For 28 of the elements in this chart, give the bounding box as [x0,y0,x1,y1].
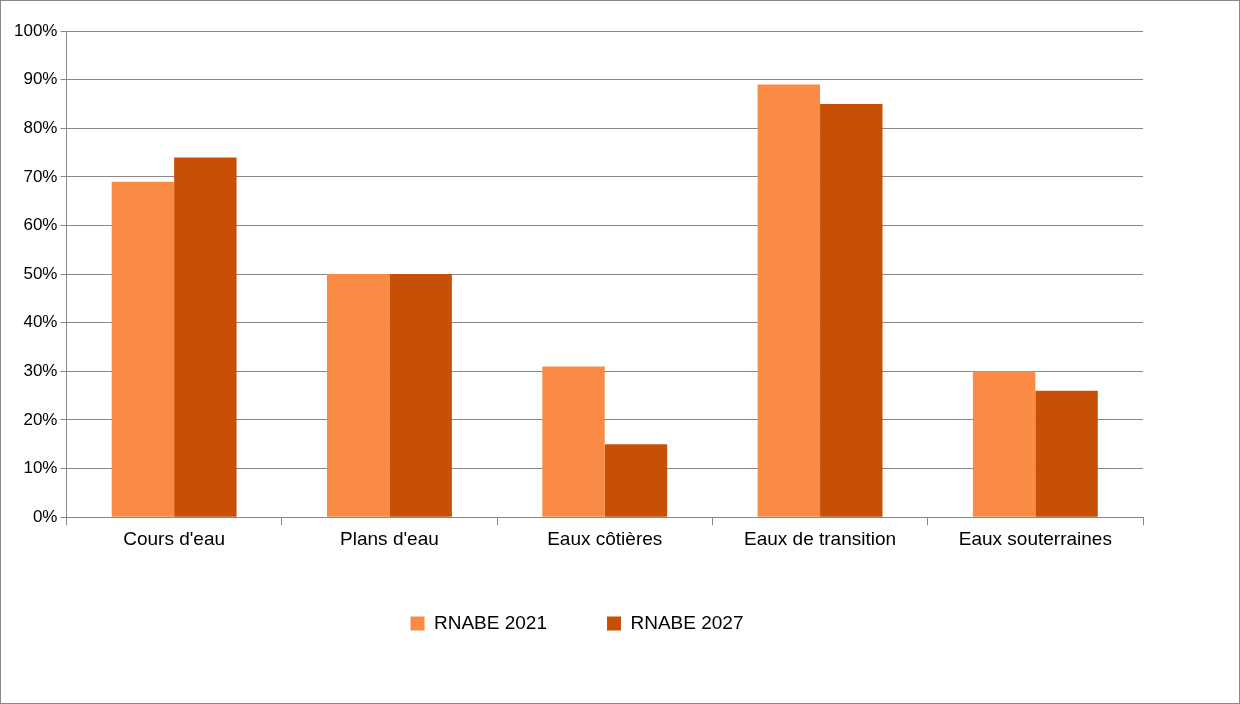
y-tick-label: 30% [23,361,58,381]
x-tick-label: Cours d'eau [123,527,226,549]
bar [389,274,452,517]
y-tick-label: 20% [23,409,58,429]
bar [327,274,390,517]
bar [1035,390,1098,517]
bar [604,444,668,517]
bar [820,103,883,517]
y-tick-label: 0% [32,506,58,526]
y-tick-label: 70% [23,166,58,186]
x-tick-label: Eaux de transition [744,527,897,549]
bar [174,157,237,517]
y-tick-label: 80% [23,117,58,137]
legend-label: RNABE 2021 [433,611,548,633]
x-tick-label: Eaux souterraines [958,527,1112,549]
y-tick-label: 50% [23,263,58,283]
legend-label: RNABE 2027 [630,611,744,633]
bar [757,84,821,517]
y-tick-label: 10% [23,458,58,478]
y-tick-label: 40% [23,312,58,332]
bar [972,371,1036,517]
y-tick-label: 90% [23,69,58,89]
x-tick-label: Eaux côtières [547,527,663,549]
y-tick-label: 60% [23,215,58,235]
y-tick-label: 100% [14,20,58,40]
bar [542,366,605,517]
bar [111,181,175,517]
x-tick-label: Plans d'eau [340,527,439,549]
